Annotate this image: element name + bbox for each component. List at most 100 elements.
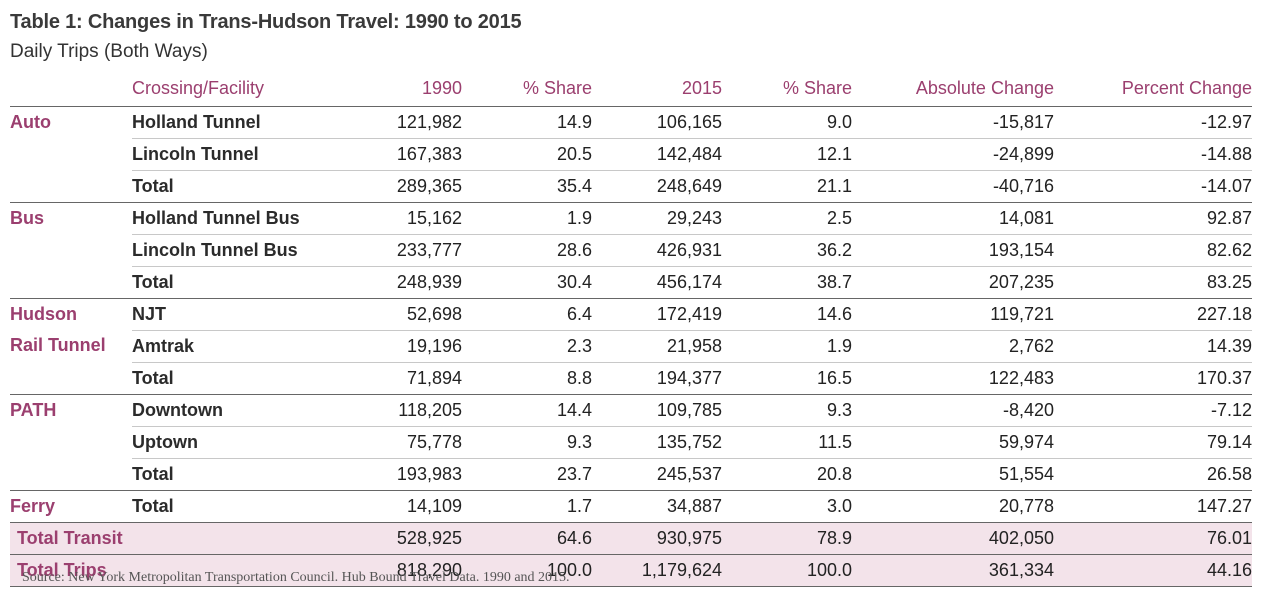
share-2015: 100.0 [722, 554, 852, 587]
share-1990: 9.3 [462, 426, 592, 459]
facility-name: NJT [132, 298, 332, 331]
facility-name: Total [132, 266, 332, 299]
share-1990: 20.5 [462, 138, 592, 171]
facility-name: Holland Tunnel [132, 106, 332, 139]
value-1990: 289,365 [332, 170, 462, 203]
table-row: Total 289,365 35.4 248,649 21.1 -40,716 -14.07 [10, 170, 1252, 203]
absolute-change: 207,235 [852, 266, 1054, 299]
percent-change: 14.39 [1054, 330, 1252, 363]
value-2015: 106,165 [592, 106, 722, 139]
value-1990: 167,383 [332, 138, 462, 171]
share-1990: 100.0 [462, 554, 592, 587]
share-2015: 14.6 [722, 298, 852, 331]
value-2015: 456,174 [592, 266, 722, 299]
share-2015: 16.5 [722, 362, 852, 395]
facility-name: Total [132, 362, 332, 395]
table-row: Ferry Total 14,109 1.7 34,887 3.0 20,778 147.27 [10, 490, 1252, 523]
share-2015: 78.9 [722, 522, 852, 555]
value-2015: 135,752 [592, 426, 722, 459]
table-row: Lincoln Tunnel 167,383 20.5 142,484 12.1 -24,… [10, 138, 1252, 171]
percent-change: 83.25 [1054, 266, 1252, 299]
value-1990: 528,925 [332, 522, 462, 555]
value-1990: 193,983 [332, 458, 462, 491]
value-2015: 109,785 [592, 394, 722, 427]
value-2015: 930,975 [592, 522, 722, 555]
table-subtitle: Daily Trips (Both Ways) [10, 41, 208, 62]
table-row: Bus Holland Tunnel Bus 15,162 1.9 29,243 2.5 1… [10, 202, 1252, 299]
value-1990: 75,778 [332, 426, 462, 459]
absolute-change: 193,154 [852, 234, 1054, 267]
value-1990: 233,777 [332, 234, 462, 267]
absolute-change: 119,721 [852, 298, 1054, 331]
percent-change: 92.87 [1054, 202, 1252, 235]
percent-change: 170.37 [1054, 362, 1252, 395]
category-label-line: Hudson [10, 304, 77, 324]
summary-row: Total Trips 818,290 100.0 1,179,624 100.0 361… [10, 554, 1252, 587]
percent-change: 76.01 [1054, 522, 1252, 555]
share-2015: 21.1 [722, 170, 852, 203]
share-1990: 6.4 [462, 298, 592, 331]
facility-name: Holland Tunnel Bus [132, 202, 332, 235]
table-row: Total 193,983 23.7 245,537 20.8 51,554 26.58 [10, 458, 1252, 491]
absolute-change: -8,420 [852, 394, 1054, 427]
value-2015: 194,377 [592, 362, 722, 395]
table-row: Lincoln Tunnel Bus 233,777 28.6 426,931 36.2… [10, 234, 1252, 267]
facility-name: Total [132, 170, 332, 203]
summary-row: Total Transit 528,925 64.6 930,975 78.9 402,0… [10, 522, 1252, 555]
header-1990: 1990 [332, 70, 462, 107]
share-1990: 23.7 [462, 458, 592, 491]
share-1990: 28.6 [462, 234, 592, 267]
table-row: PATH Downtown 118,205 14.4 109,785 9.3 -8,420-… [10, 394, 1252, 491]
table-row: Auto Holland Tunnel 121,982 14.9 106,165 9.0-… [10, 106, 1252, 203]
value-2015: 248,649 [592, 170, 722, 203]
header-percent-change: Percent Change [1054, 70, 1252, 107]
absolute-change: 20,778 [852, 490, 1054, 523]
share-1990: 14.9 [462, 106, 592, 139]
header-share-2015: % Share [722, 70, 852, 107]
value-1990: 52,698 [332, 298, 462, 331]
category-label: Auto [10, 106, 132, 203]
value-1990: 818,290 [332, 554, 462, 587]
percent-change: 79.14 [1054, 426, 1252, 459]
header-category [10, 70, 132, 107]
value-1990: 14,109 [332, 490, 462, 523]
absolute-change: 51,554 [852, 458, 1054, 491]
absolute-change: -24,899 [852, 138, 1054, 171]
share-2015: 36.2 [722, 234, 852, 267]
percent-change: -7.12 [1054, 394, 1252, 427]
absolute-change: 14,081 [852, 202, 1054, 235]
facility-name: Amtrak [132, 330, 332, 363]
value-2015: 142,484 [592, 138, 722, 171]
facility-name: Total [132, 490, 332, 523]
share-1990: 64.6 [462, 522, 592, 555]
share-1990: 1.9 [462, 202, 592, 235]
percent-change: 227.18 [1054, 298, 1252, 331]
value-2015: 34,887 [592, 490, 722, 523]
share-2015: 1.9 [722, 330, 852, 363]
share-1990: 1.7 [462, 490, 592, 523]
header-row: Crossing/Facility 1990 % Share 2015 % Sh… [10, 70, 1252, 107]
share-1990: 30.4 [462, 266, 592, 299]
value-1990: 19,196 [332, 330, 462, 363]
facility-name: Uptown [132, 426, 332, 459]
source-note: Source: New York Metropolitan Transporta… [22, 570, 570, 585]
share-2015: 2.5 [722, 202, 852, 235]
table-row: Uptown 75,778 9.3 135,752 11.5 59,974 79.14 [10, 426, 1252, 459]
facility-name: Total [132, 458, 332, 491]
absolute-change: 122,483 [852, 362, 1054, 395]
share-2015: 11.5 [722, 426, 852, 459]
value-2015: 21,958 [592, 330, 722, 363]
value-2015: 1,179,624 [592, 554, 722, 587]
share-1990: 2.3 [462, 330, 592, 363]
value-1990: 248,939 [332, 266, 462, 299]
absolute-change: -40,716 [852, 170, 1054, 203]
facility-name: Lincoln Tunnel [132, 138, 332, 171]
absolute-change: 2,762 [852, 330, 1054, 363]
summary-label: Total Transit [10, 522, 332, 555]
share-1990: 14.4 [462, 394, 592, 427]
trans-hudson-table: Crossing/Facility 1990 % Share 2015 % Sh… [10, 70, 1252, 587]
summary-label: Total Trips [10, 554, 332, 587]
category-label: Hudson Rail Tunnel [10, 298, 132, 395]
percent-change: -12.97 [1054, 106, 1252, 139]
value-1990: 121,982 [332, 106, 462, 139]
